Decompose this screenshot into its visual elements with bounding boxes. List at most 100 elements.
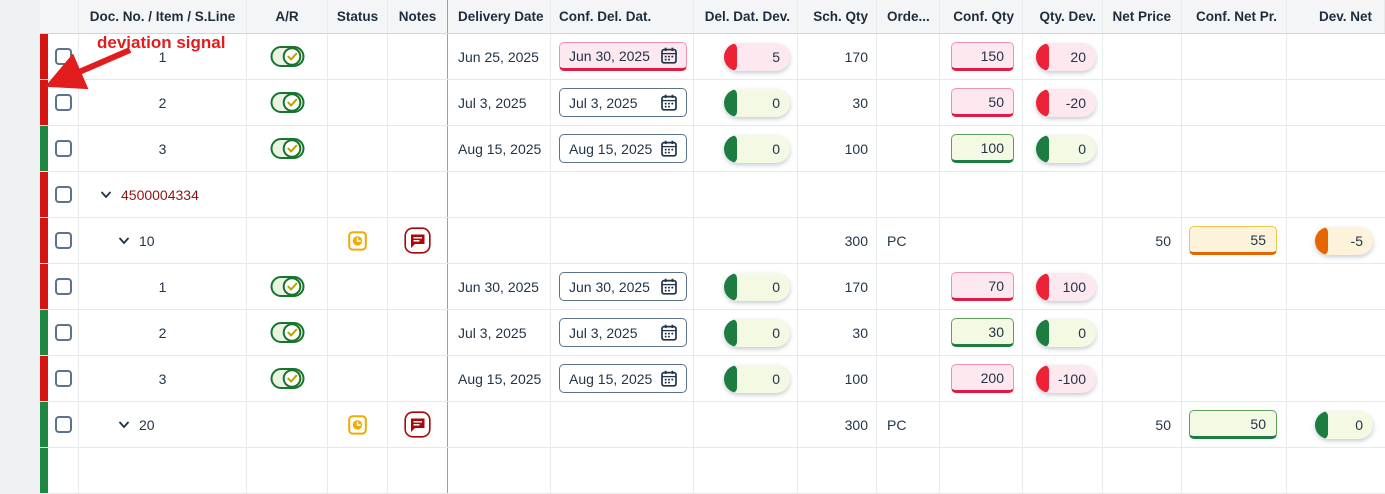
table-row: 10 300 PC 50 55 -5 bbox=[40, 218, 1385, 264]
selection-cell bbox=[48, 80, 79, 125]
ar-cell bbox=[247, 402, 328, 447]
row-checkbox[interactable] bbox=[54, 140, 72, 157]
column-header-devnet[interactable]: Dev. Net bbox=[1287, 0, 1385, 33]
net-price-deviation-cell: 0 bbox=[1287, 402, 1385, 447]
confirmed-delivery-date-input[interactable]: Jul 3, 2025 bbox=[559, 318, 687, 347]
status-cell bbox=[328, 172, 388, 217]
chevron-down-icon[interactable] bbox=[118, 237, 130, 245]
confirmed-quantity-input[interactable]: 150 bbox=[951, 42, 1014, 71]
column-header-deldev[interactable]: Del. Dat. Dev. bbox=[694, 0, 798, 33]
row-checkbox[interactable] bbox=[54, 186, 72, 203]
status-cell bbox=[328, 126, 388, 171]
column-header-confnet[interactable]: Conf. Net Pr. bbox=[1182, 0, 1287, 33]
deviation-badge: 20 bbox=[1036, 42, 1096, 71]
annotation-text: deviation signal bbox=[97, 33, 226, 52]
row-checkbox[interactable] bbox=[54, 324, 72, 341]
qty-deviation-cell: -20 bbox=[1023, 80, 1103, 125]
calendar-icon[interactable] bbox=[661, 47, 677, 64]
confirmed-quantity-input[interactable]: 200 bbox=[951, 364, 1014, 393]
ar-cell bbox=[247, 264, 328, 309]
deviation-signal-bar bbox=[40, 402, 48, 447]
confirmed-delivery-date-input[interactable]: Jun 30, 2025 bbox=[559, 272, 687, 301]
row-checkbox[interactable] bbox=[54, 278, 72, 295]
confirmations-table: Doc. No. / Item / S.Line A/R Status Notes De… bbox=[40, 0, 1385, 494]
accept-toggle-icon[interactable] bbox=[270, 91, 305, 114]
deviation-badge: 0 bbox=[724, 318, 790, 347]
doc-item-sline-cell bbox=[79, 448, 247, 493]
table-row: 2 Jul 3, 2025 Jul 3, 2025 0 30 50 -20 bbox=[40, 80, 1385, 126]
column-header-order[interactable]: Orde... bbox=[877, 0, 940, 33]
confirmed-net-price-cell: 55 bbox=[1182, 218, 1287, 263]
comment-icon[interactable] bbox=[404, 227, 431, 254]
column-header-ar[interactable]: A/R bbox=[247, 0, 328, 33]
accept-toggle-icon[interactable] bbox=[270, 367, 305, 390]
confirmed-net-price-input[interactable]: 50 bbox=[1189, 410, 1277, 439]
accept-toggle-icon[interactable] bbox=[270, 45, 305, 68]
confirmed-quantity-input[interactable]: 30 bbox=[951, 318, 1014, 347]
column-header-confqty[interactable]: Conf. Qty bbox=[940, 0, 1023, 33]
calendar-icon[interactable] bbox=[661, 140, 677, 157]
row-checkbox[interactable] bbox=[54, 232, 72, 249]
chevron-down-icon[interactable] bbox=[118, 421, 130, 429]
deviation-badge: 0 bbox=[1036, 318, 1096, 347]
order-unit-cell bbox=[877, 172, 940, 217]
select-all-column-header bbox=[40, 0, 79, 33]
notes-cell bbox=[388, 172, 448, 217]
status-cell bbox=[328, 34, 388, 79]
status-cell bbox=[328, 264, 388, 309]
column-header-confdel[interactable]: Conf. Del. Dat. bbox=[551, 0, 694, 33]
row-checkbox[interactable] bbox=[54, 94, 72, 111]
column-header-delivery[interactable]: Delivery Date bbox=[448, 0, 551, 33]
selection-cell bbox=[48, 126, 79, 171]
accept-toggle-icon[interactable] bbox=[270, 321, 305, 344]
column-header-doc[interactable]: Doc. No. / Item / S.Line bbox=[79, 0, 247, 33]
net-price-deviation-cell bbox=[1287, 80, 1385, 125]
confirmed-net-price-cell bbox=[1182, 356, 1287, 401]
chevron-down-icon[interactable] bbox=[100, 191, 112, 199]
calendar-icon[interactable] bbox=[661, 94, 677, 111]
calendar-icon[interactable] bbox=[661, 324, 677, 341]
column-header-status[interactable]: Status bbox=[328, 0, 388, 33]
order-unit-cell bbox=[877, 310, 940, 355]
confirmed-net-price-input[interactable]: 55 bbox=[1189, 226, 1277, 255]
calendar-icon[interactable] bbox=[661, 370, 677, 387]
delivery-date-cell bbox=[448, 218, 551, 263]
column-header-netprice[interactable]: Net Price bbox=[1103, 0, 1182, 33]
confirmed-quantity-input[interactable]: 70 bbox=[951, 272, 1014, 301]
confirmed-qty-cell: 100 bbox=[940, 126, 1023, 171]
notes-cell bbox=[388, 80, 448, 125]
delivery-date-deviation-cell: 5 bbox=[694, 34, 798, 79]
schedule-line-number: 1 bbox=[158, 48, 167, 65]
scheduled-qty-cell: 30 bbox=[798, 310, 877, 355]
qty-deviation-cell: 0 bbox=[1023, 310, 1103, 355]
calendar-icon[interactable] bbox=[661, 278, 677, 295]
confirmed-delivery-date-input[interactable]: Aug 15, 2025 bbox=[559, 134, 687, 163]
delivery-date-cell: Jun 25, 2025 bbox=[448, 34, 551, 79]
column-header-schqty[interactable]: Sch. Qty bbox=[798, 0, 877, 33]
deviation-badge: 100 bbox=[1036, 272, 1096, 301]
column-header-qtydev[interactable]: Qty. Dev. bbox=[1023, 0, 1103, 33]
ar-cell bbox=[247, 34, 328, 79]
net-price-cell bbox=[1103, 264, 1182, 309]
selection-cell bbox=[48, 218, 79, 263]
column-header-notes[interactable]: Notes bbox=[388, 0, 448, 33]
pending-clock-icon[interactable] bbox=[348, 414, 367, 435]
confirmed-delivery-date-input[interactable]: Aug 15, 2025 bbox=[559, 364, 687, 393]
accept-toggle-icon[interactable] bbox=[270, 137, 305, 160]
row-checkbox[interactable] bbox=[54, 416, 72, 433]
confirmed-delivery-date-input[interactable]: Jun 30, 2025 bbox=[559, 42, 687, 71]
delivery-date-cell: Jun 30, 2025 bbox=[448, 264, 551, 309]
accept-toggle-icon[interactable] bbox=[270, 275, 305, 298]
confirmed-delivery-date-input[interactable]: Jul 3, 2025 bbox=[559, 88, 687, 117]
pending-clock-icon[interactable] bbox=[348, 230, 367, 251]
ar-cell bbox=[247, 126, 328, 171]
notes-cell bbox=[388, 402, 448, 447]
confirmed-quantity-input[interactable]: 50 bbox=[951, 88, 1014, 117]
row-checkbox[interactable] bbox=[54, 370, 72, 387]
confirmed-quantity-input[interactable]: 100 bbox=[951, 134, 1014, 163]
doc-number-link[interactable]: 4500004334 bbox=[121, 186, 199, 203]
qty-deviation-cell bbox=[1023, 218, 1103, 263]
qty-deviation-cell: 20 bbox=[1023, 34, 1103, 79]
comment-icon[interactable] bbox=[404, 411, 431, 438]
status-cell bbox=[328, 80, 388, 125]
